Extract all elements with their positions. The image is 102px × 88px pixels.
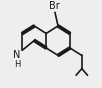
Text: N: N xyxy=(13,50,21,60)
Text: Br: Br xyxy=(49,1,59,11)
Text: H: H xyxy=(14,60,20,69)
